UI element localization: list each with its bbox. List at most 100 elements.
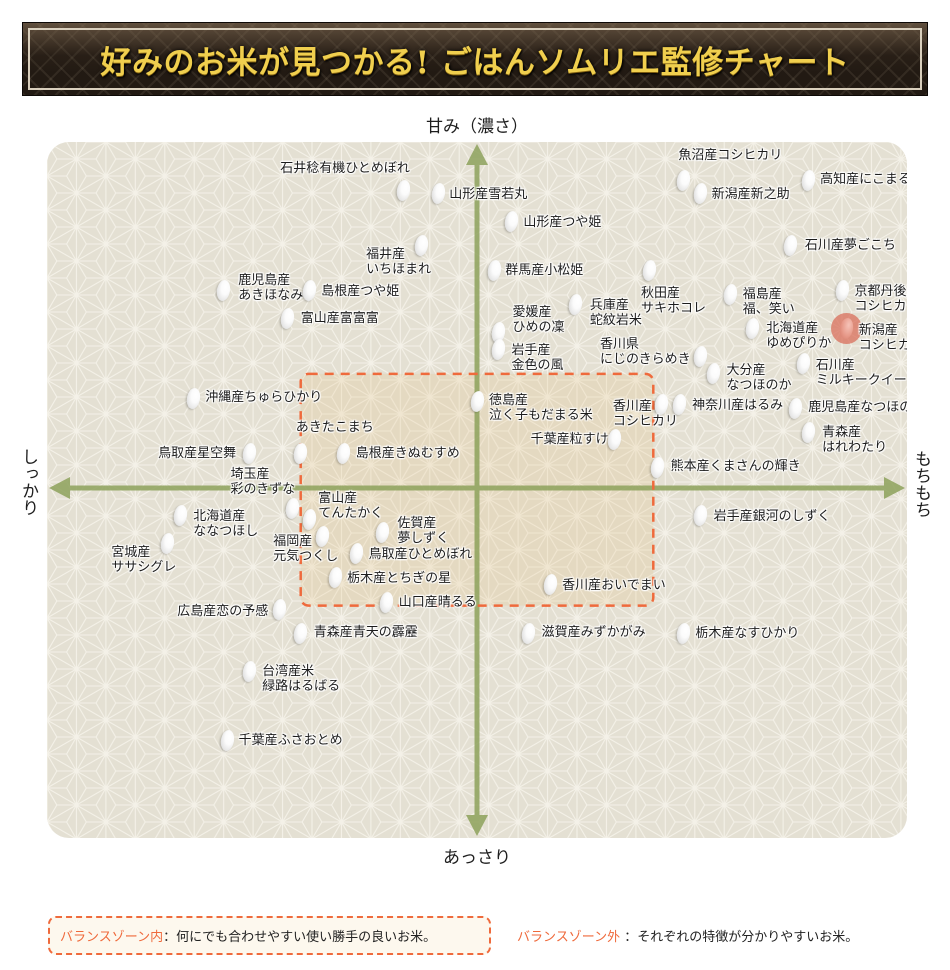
rice-grain-icon [292,621,309,645]
point-label-line: 福、笑い [742,302,795,318]
point-label: 千葉産粒すけ [531,432,609,447]
banner-frame [28,28,922,90]
rice-grain-icon [184,386,202,410]
point-label: 徳島産 泣く子もだまる米 [489,393,593,423]
legend-inside-description: ：何にでも合わせやすい使い勝手の良いお米。 [163,930,437,945]
point-label: 熊本産くまさんの輝き [671,459,801,474]
point-label-line: 緑路はるばる [262,679,341,695]
point-label: 岩手産銀河のしずく [714,509,831,524]
rice-grain-icon [799,421,817,445]
rice-grain-icon [219,729,236,753]
point-label-line: あきほなみ [238,287,304,303]
point-label: 香川県 にじのきらめき [600,337,691,367]
point-label-line: 神奈川産はるみ [692,397,784,413]
legend-balance-zone-inside: バランスゾーン内 ：何にでも合わせやすい使い勝手の良いお米。 [48,916,491,955]
point-label: 石川産夢ごこち [805,238,896,253]
rice-grain-icon [374,521,391,545]
point-label-line: 台湾産米 [262,664,315,680]
axis-label-left: しっかり [18,448,38,516]
rice-grain-icon [795,351,813,375]
point-label-line: ひめの凜 [512,320,565,336]
point-label-line: ゆめぴりか [766,335,832,351]
points-layer: 石井稔有機ひとめぼれ 山形産雪若丸 山形産つや姫 福井産 いちほまれ 群馬産小松姫 鹿児島産… [47,142,907,838]
point-label: 千葉産ふさおとめ [239,733,343,748]
point-label-line: 徳島産 [489,392,529,408]
point-label-line: 香川産おいでまい [562,577,666,593]
rice-grain-icon [485,258,503,282]
point-label-line: コシヒカリ [612,413,678,429]
point-label-line: 滋賀産みずかがみ [541,625,646,641]
point-label-line: 泣く子もだまる米 [489,407,593,423]
rice-grain-icon [649,455,666,479]
rice-grain-icon [335,441,352,465]
title-banner: 好みのお米が見つかる! ごはんソムリエ監修チャート [22,22,928,96]
rice-grain-icon [172,504,189,528]
point-label-line: 鳥取産ひとめぼれ [368,546,473,562]
axes [49,144,905,836]
rice-grain-icon [270,597,288,621]
point-label-line: はれわたり [822,439,888,455]
point-label-line: 群馬産小松姫 [505,263,584,279]
legend-outside-description: ：それぞれの特徴が分かりやすいお米。 [624,930,859,945]
point-label: 台湾産米 緑路はるばる [262,664,340,694]
point-label-line: サキホコレ [641,301,707,317]
point-label: 神奈川産はるみ [692,398,783,413]
point-label-line: 栃木産とちぎの星 [347,570,452,586]
point-label-line: 金色の風 [511,357,564,373]
point-label: 滋賀産みずかがみ [542,625,646,640]
rice-grain-icon [743,317,761,341]
rice-grain-icon [283,497,301,521]
rice-grain-icon [430,182,447,206]
point-label: 京都丹後産コシヒカリ [855,284,908,314]
point-label: 佐賀産 夢しずく [397,516,449,546]
rice-grain-icon [468,390,486,413]
point-label-line: 鹿児島産 [238,272,291,288]
point-label: 北海道産 ゆめぴりか [766,321,831,351]
balance-zone [299,372,655,607]
point-label-line: 島根産つや姫 [321,283,400,299]
point-label-line: あきたこまち [295,420,374,436]
point-label: 鹿児島産 あきほなみ [238,273,303,303]
point-label-line: 沖縄産ちゅらひかり [205,390,323,406]
point-label-line: ミルキークイーン [815,373,907,389]
point-label-line: ななつほし [193,523,259,539]
point-label-line: 富山産 [318,491,358,507]
point-label: 岩手産 金色の風 [512,343,564,373]
legend-inside-label: バランスゾーン内 [60,930,164,945]
point-label: 高知産にこまる [820,172,907,187]
point-label: 島根産つや姫 [321,284,399,299]
point-label: あきたこまち [296,420,374,435]
rice-grain-icon [692,182,709,206]
chart-area: 石井稔有機ひとめぼれ 山形産雪若丸 山形産つや姫 福井産 いちほまれ 群馬産小松姫 鹿児島産… [47,142,907,838]
point-label-line: 栃木産なすひかり [695,626,800,642]
point-label-line: 香川県 [599,336,639,352]
rice-grain-icon [378,590,395,614]
rice-grain-icon [640,258,658,282]
point-label: 島根産きぬむすめ [356,446,460,461]
point-label-line: 蛇紋岩米 [589,312,642,328]
point-label-line: 岩手産銀河のしずく [713,508,831,524]
rice-grain-icon [326,566,344,590]
point-label-line: 京都丹後産 [854,283,908,299]
point-label-line: 鳥取産星空舞 [158,446,237,462]
point-label: 富山産富富富 [301,311,379,326]
axis-label-bottom: あっさり [443,848,511,868]
point-label: 北海道産 ななつほし [193,509,258,539]
point-label-line: 福井産 [366,246,406,262]
point-label: 埼玉産 彩のきずな [230,467,295,497]
point-label: 新潟産新之助 [712,187,790,202]
point-label: 宮城産 ササシグレ [111,545,176,575]
point-label-line: 千葉産ふさおとめ [238,732,343,748]
point-label: 香川産おいでまい [562,578,666,593]
point-label: 富山産 てんたかく [318,491,383,521]
rice-grain-icon [692,504,709,528]
rice-grain-icon [782,234,800,258]
point-label-line: 夢しずく [397,530,450,546]
rice-grain-icon [834,279,851,303]
point-label-line: ササシグレ [111,560,177,576]
rice-grain-icon [567,293,585,317]
axis-label-top: 甘み（濃さ） [426,117,528,137]
point-label-line: 富山産富富富 [300,311,379,327]
point-label-line: コシヒカリ [854,298,908,314]
point-label-line: 鹿児島産なつほのか [808,400,907,416]
